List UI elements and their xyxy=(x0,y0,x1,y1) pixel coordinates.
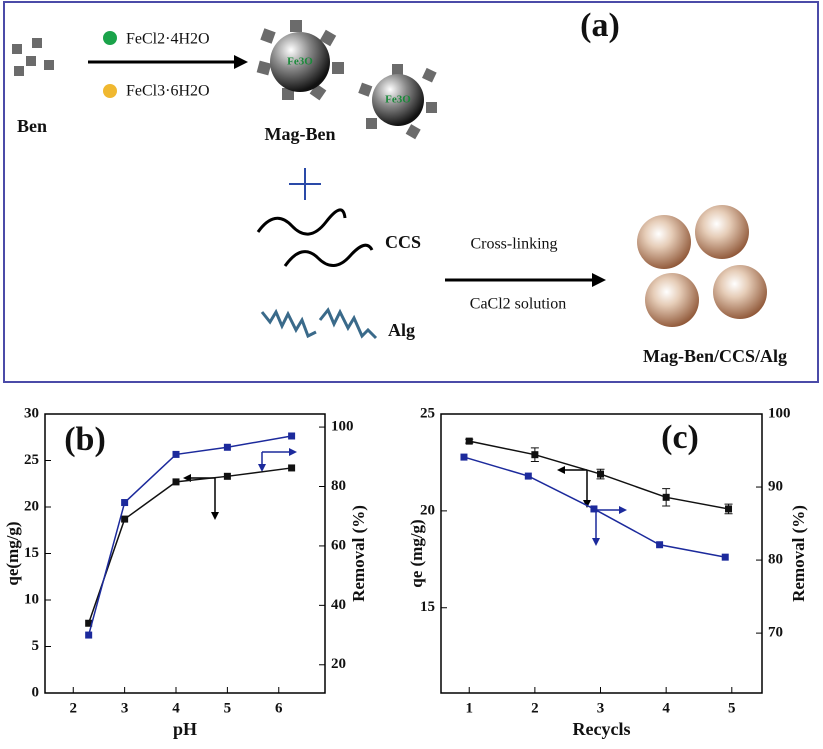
step-label: CaCl2 solution xyxy=(470,296,566,313)
bead xyxy=(637,215,691,269)
plus xyxy=(289,168,321,200)
x-tick-label: 5 xyxy=(224,700,232,716)
ccs-label: CCS xyxy=(385,232,421,252)
y2-axis-label: Removal (%) xyxy=(789,505,808,602)
dot xyxy=(103,84,117,98)
schematic: (a) Ben FeCl2·4H2O FeCl3·6H2O Fe3O Fe3O … xyxy=(3,1,819,383)
alg-chains xyxy=(260,307,378,340)
reagent: FeCl2·4H2O xyxy=(126,31,210,48)
panel-label: (a) xyxy=(580,7,620,44)
marker xyxy=(531,451,539,459)
x-tick-label: 3 xyxy=(121,700,129,716)
y2-tick-label: 100 xyxy=(768,405,791,421)
marker xyxy=(85,631,93,639)
marker xyxy=(121,499,129,507)
marker xyxy=(725,505,733,513)
mag-ben-label: Mag-Ben xyxy=(265,124,336,144)
marker xyxy=(597,470,605,478)
x-tick-label: 6 xyxy=(275,700,283,716)
y-tick-label: 25 xyxy=(24,452,39,468)
arrowhead xyxy=(234,55,248,69)
marker xyxy=(288,432,296,440)
marker xyxy=(223,443,231,451)
marker xyxy=(590,505,598,513)
marker xyxy=(460,453,468,461)
y-tick-label: 20 xyxy=(24,498,39,514)
marker xyxy=(121,515,129,523)
marker xyxy=(172,478,180,486)
x-tick-label: 2 xyxy=(531,700,539,716)
marker xyxy=(465,437,473,445)
y2-tick-label: 40 xyxy=(331,597,346,613)
ccs-chains xyxy=(256,208,374,267)
dot xyxy=(103,31,117,45)
marker xyxy=(172,450,180,458)
panel-frame xyxy=(3,1,819,383)
marker xyxy=(288,464,296,472)
y-tick-label: 15 xyxy=(24,545,39,561)
x-axis-label: pH xyxy=(173,719,197,739)
y-tick-label: 25 xyxy=(420,405,435,421)
sphere xyxy=(372,74,424,126)
x-tick-label: 4 xyxy=(662,700,670,716)
bead xyxy=(713,265,767,319)
y2-tick-label: 60 xyxy=(331,537,346,553)
y-tick-label: 15 xyxy=(420,599,435,615)
x-tick-label: 2 xyxy=(70,700,78,716)
y-tick-label: 10 xyxy=(24,591,39,607)
y-tick-label: 5 xyxy=(32,638,40,654)
marker xyxy=(223,472,231,480)
y2-axis-label: Removal (%) xyxy=(349,505,368,602)
y-axis-label: qe (mg/g) xyxy=(407,519,426,587)
marker xyxy=(85,619,93,627)
y2-tick-label: 90 xyxy=(768,478,783,494)
y2-tick-label: 80 xyxy=(768,552,783,568)
ben-label: Ben xyxy=(17,116,47,136)
series-line xyxy=(87,467,292,624)
bentonite-icon xyxy=(12,38,54,76)
reagent: FeCl3·6H2O xyxy=(126,83,210,100)
sphere xyxy=(270,32,330,92)
marker xyxy=(524,472,532,480)
bead xyxy=(645,273,699,327)
x-axis-label: Recycls xyxy=(573,719,631,739)
plot-frame xyxy=(440,413,763,694)
y2-tick-label: 20 xyxy=(331,656,346,672)
panel-label: (c) xyxy=(661,419,699,456)
step-label: Cross-linking xyxy=(470,236,557,253)
core-label: Fe3O xyxy=(287,56,313,68)
x-tick-label: 1 xyxy=(465,700,473,716)
marker xyxy=(656,541,664,549)
y2-tick-label: 80 xyxy=(331,478,346,494)
arrowhead xyxy=(592,273,606,287)
panel-label: (b) xyxy=(64,421,106,458)
y2-tick-label: 70 xyxy=(768,625,783,641)
x-tick-label: 4 xyxy=(172,700,180,716)
x-tick-label: 5 xyxy=(728,700,736,716)
y-tick-label: 30 xyxy=(24,405,39,421)
marker xyxy=(662,493,670,501)
y2-tick-label: 100 xyxy=(331,419,354,435)
alg-label: Alg xyxy=(388,320,415,340)
y-axis-label: qe(mg/g) xyxy=(3,521,22,585)
y-tick-label: 0 xyxy=(32,684,40,700)
product-label: Mag-Ben/CCS/Alg xyxy=(643,346,787,366)
core-label: Fe3O xyxy=(385,94,411,106)
x-tick-label: 3 xyxy=(597,700,605,716)
bead xyxy=(695,205,749,259)
marker xyxy=(721,553,729,561)
y-tick-label: 20 xyxy=(420,502,435,518)
